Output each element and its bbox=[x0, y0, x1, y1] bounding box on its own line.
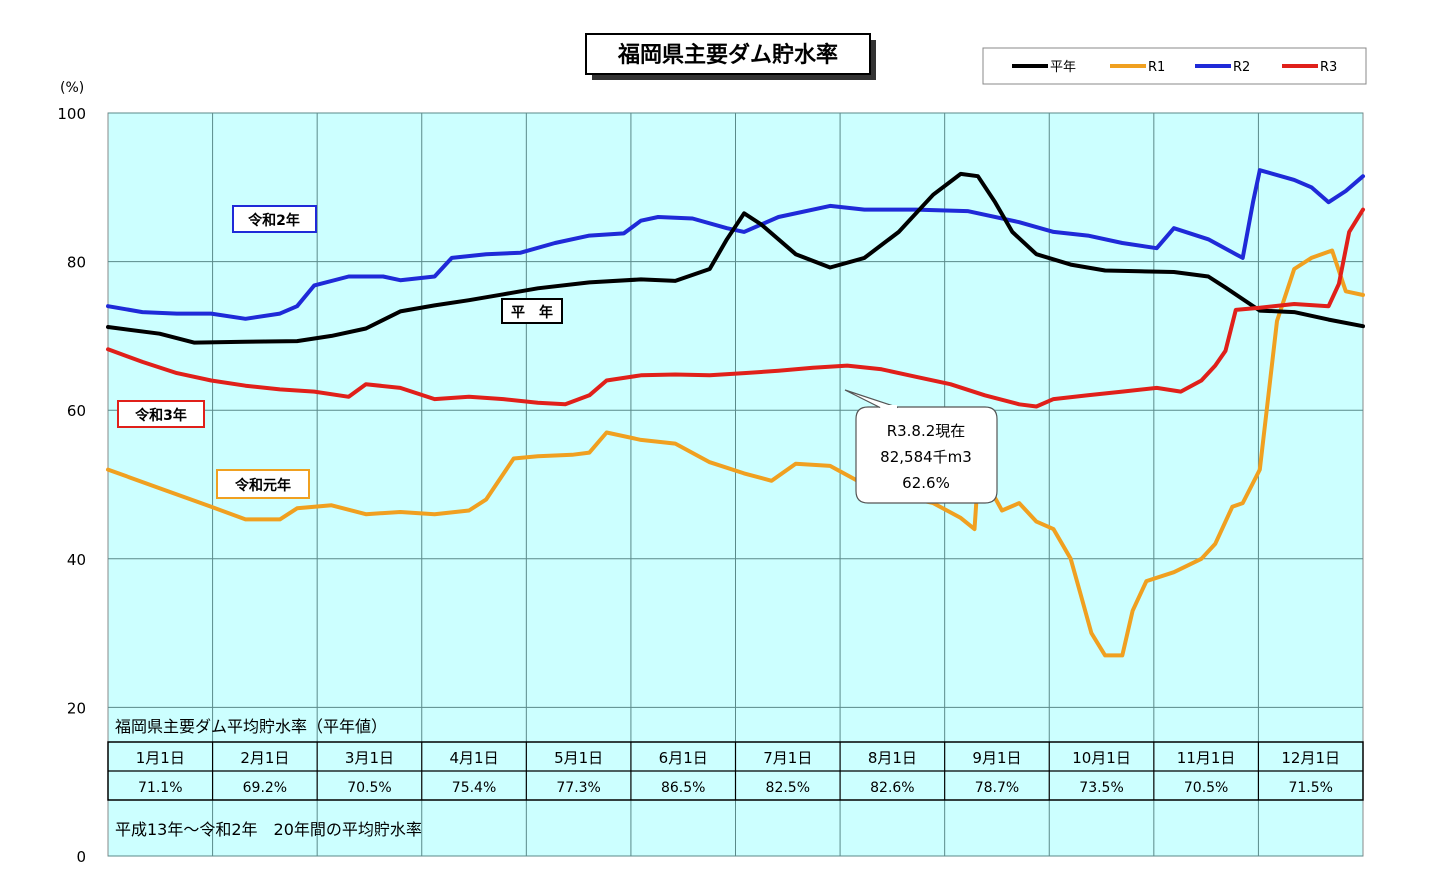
legend-label: R3 bbox=[1320, 60, 1337, 75]
series-line-1 bbox=[106, 248, 1365, 658]
table-value-cell: 71.1% bbox=[138, 780, 182, 796]
label-reiwa-gannen-text: 令和元年 bbox=[234, 477, 291, 494]
table-value-cell: 82.6% bbox=[870, 780, 914, 796]
chart-title: 福岡県主要ダム貯水率 bbox=[617, 42, 838, 68]
table-date-cell: 11月1日 bbox=[1177, 749, 1236, 767]
table-value-cell: 75.4% bbox=[452, 780, 496, 796]
table-value-cell: 78.7% bbox=[975, 780, 1019, 796]
table-footnote: 平成13年～令和2年 20年間の平均貯水率 bbox=[115, 820, 422, 839]
table-value-cell: 71.5% bbox=[1288, 780, 1332, 796]
legend: 平年 R1 R2 R3 bbox=[982, 47, 1367, 85]
label-heinen: 平 年 bbox=[501, 298, 563, 324]
table-title: 福岡県主要ダム平均貯水率（平年値） bbox=[115, 717, 387, 736]
table-date-cell: 7月1日 bbox=[763, 749, 812, 767]
y-axis-ticks: 100 80 60 40 20 0 bbox=[57, 105, 86, 866]
table-value-cell: 77.3% bbox=[556, 780, 600, 796]
series-line-3 bbox=[106, 207, 1365, 409]
series-line-2 bbox=[106, 168, 1365, 321]
y-tick-label: 80 bbox=[67, 254, 86, 272]
table-date-cell: 10月1日 bbox=[1072, 749, 1131, 767]
inline-labels: 令和2年 平 年 令和3年 令和元年 bbox=[117, 205, 563, 499]
label-reiwa2: 令和2年 bbox=[232, 205, 317, 233]
y-tick-label: 40 bbox=[67, 551, 86, 569]
table-date-cell: 6月1日 bbox=[659, 749, 708, 767]
legend-label: R2 bbox=[1233, 60, 1250, 75]
callout-line-2: 82,584千m3 bbox=[880, 448, 972, 466]
label-reiwa-gannen: 令和元年 bbox=[216, 469, 310, 499]
table-value-cell: 73.5% bbox=[1079, 780, 1123, 796]
table-date-cell: 2月1日 bbox=[240, 749, 289, 767]
table-date-cell: 8月1日 bbox=[868, 749, 917, 767]
label-reiwa3-text: 令和3年 bbox=[134, 407, 187, 424]
average-storage-table: 福岡県主要ダム平均貯水率（平年値） 平成13年～令和2年 20年間の平均貯水率 … bbox=[107, 717, 1364, 839]
table-value-cell: 86.5% bbox=[661, 780, 705, 796]
chart-title-box: 福岡県主要ダム貯水率 bbox=[585, 33, 876, 80]
table-date-cell: 12月1日 bbox=[1281, 749, 1340, 767]
table-date-cell: 4月1日 bbox=[449, 749, 498, 767]
callout-line-1: R3.8.2現在 bbox=[887, 422, 966, 440]
current-value-callout: R3.8.2現在 82,584千m3 62.6% bbox=[844, 389, 998, 504]
y-tick-label: 60 bbox=[67, 402, 86, 420]
series-line-0 bbox=[106, 171, 1365, 345]
y-tick-label: 0 bbox=[76, 848, 86, 866]
table-date-cell: 5月1日 bbox=[554, 749, 603, 767]
table-value-cell: 82.5% bbox=[766, 780, 810, 796]
grid-lines bbox=[108, 112, 1363, 857]
table-value-cell: 70.5% bbox=[1184, 780, 1228, 796]
callout-line-3: 62.6% bbox=[902, 474, 950, 492]
table-date-cell: 9月1日 bbox=[972, 749, 1021, 767]
y-axis-unit: (%) bbox=[60, 80, 84, 96]
table-value-cell: 69.2% bbox=[243, 780, 287, 796]
y-tick-label: 100 bbox=[57, 105, 86, 123]
label-reiwa2-text: 令和2年 bbox=[247, 212, 300, 229]
label-heinen-text: 平 年 bbox=[511, 304, 553, 321]
legend-label: R1 bbox=[1148, 60, 1165, 75]
table-date-cell: 3月1日 bbox=[345, 749, 394, 767]
legend-label: 平年 bbox=[1050, 60, 1076, 75]
series-lines bbox=[106, 168, 1365, 658]
label-reiwa3: 令和3年 bbox=[117, 400, 205, 428]
y-tick-label: 20 bbox=[67, 699, 86, 717]
table-value-cell: 70.5% bbox=[347, 780, 391, 796]
table-date-cell: 1月1日 bbox=[136, 749, 185, 767]
